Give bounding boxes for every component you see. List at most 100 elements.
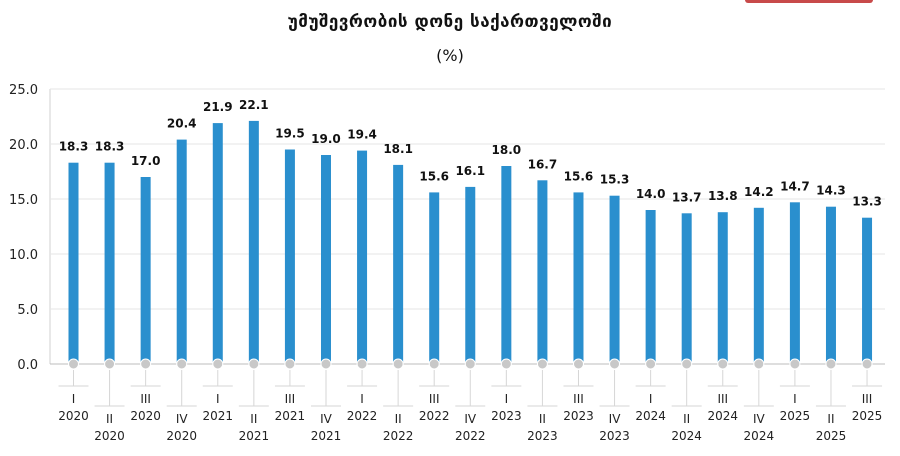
x-tick-quarter-label: IV	[320, 412, 333, 426]
x-tick-quarter-label: II	[539, 412, 546, 426]
x-tick-year-label: 2024	[671, 429, 702, 443]
x-tick-year-label: 2023	[527, 429, 558, 443]
x-tick-quarter-label: IV	[609, 412, 622, 426]
x-tick-year-label: 2021	[239, 429, 270, 443]
bar-base-dot	[681, 358, 693, 370]
bar	[68, 162, 79, 364]
y-tick-label: 20.0	[9, 138, 38, 153]
bar-base-dot	[645, 358, 657, 370]
bar-base-dot	[104, 358, 116, 370]
x-tick-quarter-label: III	[429, 392, 440, 406]
bar-base-dot	[212, 358, 224, 370]
data-label: 16.1	[455, 164, 485, 178]
bar	[104, 162, 115, 364]
bar-base-dot	[284, 358, 296, 370]
bar-base-dot	[609, 358, 621, 370]
x-tick-quarter-label: II	[106, 412, 113, 426]
data-label: 13.7	[672, 190, 702, 204]
x-tick-quarter-label: I	[360, 392, 364, 406]
x-tick-year-label: 2022	[455, 429, 486, 443]
data-label: 15.6	[564, 169, 594, 183]
x-tick-quarter-label: IV	[176, 412, 189, 426]
y-tick-label: 25.0	[9, 83, 38, 98]
x-tick-quarter-label: I	[72, 392, 76, 406]
bar-base-dot	[825, 358, 837, 370]
bar	[645, 210, 656, 364]
x-tick-quarter-label: III	[140, 392, 151, 406]
x-tick-quarter-label: II	[395, 412, 402, 426]
data-label: 20.4	[167, 117, 197, 131]
x-tick-year-label: 2022	[419, 409, 450, 423]
x-tick-year-label: 2020	[58, 409, 89, 423]
x-tick-quarter-label: III	[573, 392, 584, 406]
x-tick-year-label: 2025	[852, 409, 883, 423]
x-tick-year-label: 2024	[707, 409, 738, 423]
x-tick-year-label: 2023	[491, 409, 522, 423]
bar	[717, 212, 728, 364]
data-label: 18.3	[59, 140, 89, 154]
x-tick-quarter-label: III	[285, 392, 296, 406]
top-accent-bar	[745, 0, 873, 3]
x-tick-year-label: 2022	[347, 409, 378, 423]
bar	[609, 195, 620, 364]
data-label: 15.3	[600, 173, 630, 187]
data-label: 13.8	[708, 189, 738, 203]
bar-base-dot	[536, 358, 548, 370]
bar-base-dot	[717, 358, 729, 370]
bar	[284, 149, 295, 364]
bar-base-dot	[392, 358, 404, 370]
data-label: 14.0	[636, 187, 666, 201]
x-tick-year-label: 2025	[780, 409, 811, 423]
x-tick-quarter-label: III	[717, 392, 728, 406]
x-tick-year-label: 2021	[275, 409, 306, 423]
bar	[825, 206, 836, 364]
x-tick-year-label: 2022	[383, 429, 414, 443]
bar	[393, 164, 404, 364]
x-tick-quarter-label: II	[250, 412, 257, 426]
bar	[753, 207, 764, 364]
data-label: 19.5	[275, 127, 305, 141]
data-label: 21.9	[203, 100, 233, 114]
x-tick-year-label: 2023	[563, 409, 594, 423]
bar	[862, 217, 873, 364]
bar	[789, 202, 800, 364]
data-label: 14.2	[744, 185, 774, 199]
x-tick-year-label: 2020	[94, 429, 125, 443]
x-tick-year-label: 2021	[203, 409, 234, 423]
bar	[357, 150, 368, 364]
bar	[573, 192, 584, 364]
x-tick-quarter-label: I	[216, 392, 220, 406]
x-tick-quarter-label: I	[505, 392, 509, 406]
data-label: 18.0	[492, 143, 522, 157]
bar	[176, 139, 187, 364]
x-tick-year-label: 2024	[635, 409, 666, 423]
x-tick-year-label: 2025	[816, 429, 847, 443]
data-label: 19.0	[311, 132, 341, 146]
data-label: 14.3	[816, 184, 846, 198]
bar	[681, 213, 692, 364]
bar-base-dot	[464, 358, 476, 370]
x-tick-quarter-label: I	[793, 392, 797, 406]
bar	[429, 192, 440, 364]
data-label: 15.6	[419, 169, 449, 183]
bar	[212, 123, 223, 364]
bar	[501, 166, 512, 364]
data-label: 17.0	[131, 154, 161, 168]
y-tick-label: 0.0	[17, 358, 38, 373]
data-label: 18.1	[383, 142, 413, 156]
bar-base-dot	[140, 358, 152, 370]
x-tick-year-label: 2024	[744, 429, 775, 443]
x-tick-quarter-label: II	[827, 412, 834, 426]
y-tick-label: 5.0	[17, 303, 38, 318]
x-tick-quarter-label: IV	[753, 412, 766, 426]
bar	[320, 155, 331, 364]
bar-base-dot	[68, 358, 79, 370]
y-tick-label: 10.0	[9, 248, 38, 263]
data-label: 14.7	[780, 179, 810, 193]
bar-base-dot	[789, 358, 801, 370]
bar-base-dot	[248, 358, 260, 370]
data-label: 16.7	[528, 157, 558, 171]
x-tick-quarter-label: II	[683, 412, 690, 426]
x-tick-year-label: 2021	[311, 429, 342, 443]
